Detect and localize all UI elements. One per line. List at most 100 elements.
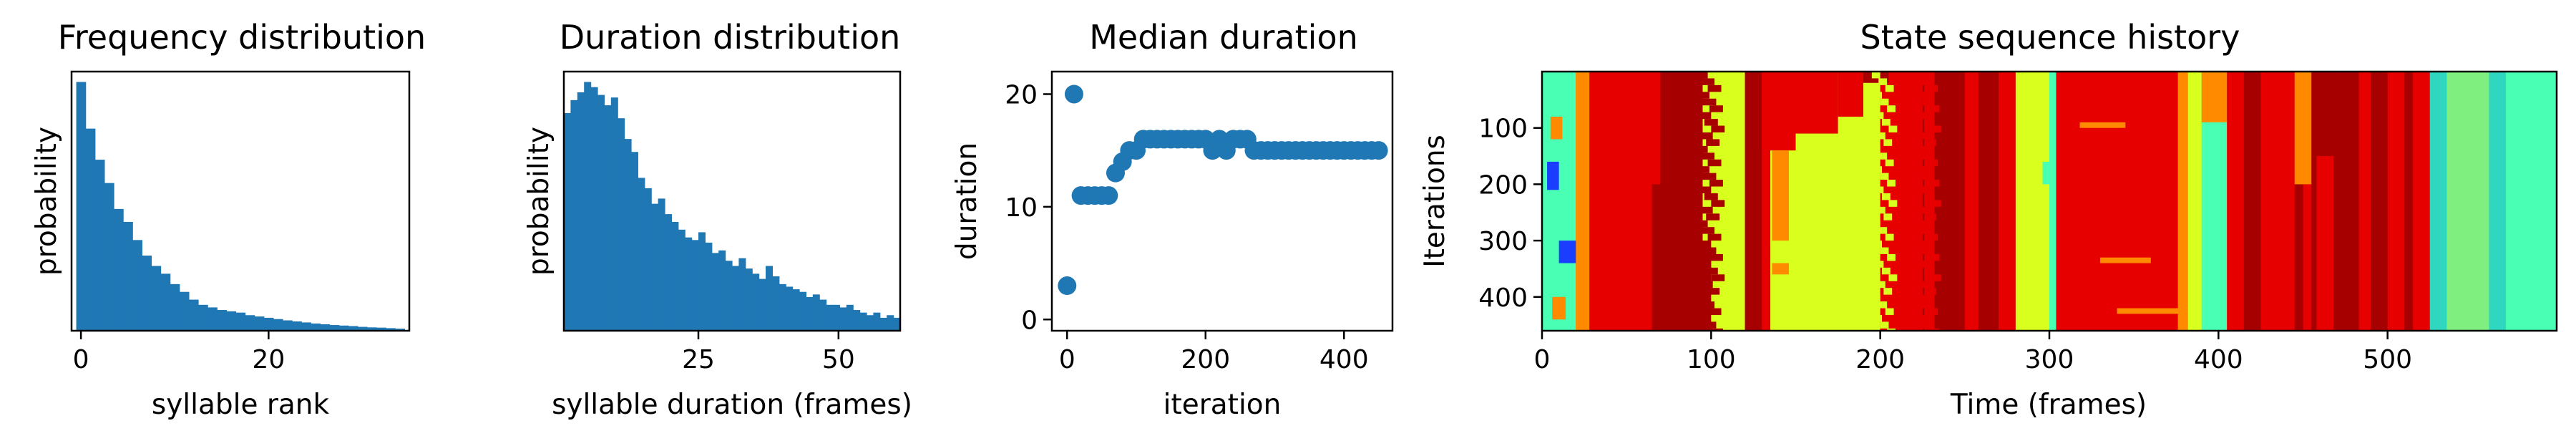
state-patch bbox=[1924, 193, 1935, 200]
frequency-bar bbox=[301, 322, 311, 331]
state-patch bbox=[2489, 72, 2507, 331]
state-patch bbox=[1694, 145, 1708, 153]
duration-xlabel: syllable duration (frames) bbox=[552, 389, 912, 421]
y-tick-label: 400 bbox=[1478, 283, 1528, 313]
state-patch bbox=[1697, 186, 1712, 193]
frequency-bar bbox=[76, 82, 87, 331]
frequency-bar bbox=[292, 321, 302, 331]
state-patch bbox=[1916, 92, 1926, 99]
duration-bar bbox=[658, 198, 665, 331]
state-patch bbox=[1885, 233, 1894, 241]
state-patch bbox=[1542, 72, 1576, 331]
duration-bars bbox=[564, 82, 901, 331]
state-patch bbox=[1887, 180, 1896, 187]
state-patch bbox=[1876, 206, 1885, 214]
state-patch bbox=[1707, 308, 1722, 315]
state-patch bbox=[1772, 263, 1790, 275]
duration-bar bbox=[644, 188, 652, 331]
frequency-bar bbox=[273, 319, 283, 331]
state-patch bbox=[2358, 72, 2371, 331]
state-patch bbox=[1701, 227, 1715, 234]
duration-bar bbox=[833, 304, 840, 331]
state-patch bbox=[1931, 274, 1941, 281]
state-patch bbox=[1927, 84, 1938, 92]
duration-bar bbox=[597, 94, 605, 331]
state-patch bbox=[1926, 139, 1936, 146]
frequency-bar bbox=[357, 326, 368, 331]
state-patch bbox=[1706, 213, 1720, 220]
state-patch bbox=[1922, 321, 1933, 329]
duration-bar bbox=[651, 203, 659, 331]
frequency-bar bbox=[235, 312, 246, 331]
state-patch bbox=[1873, 241, 1883, 248]
frequency-bar bbox=[395, 329, 406, 331]
state-patch bbox=[1917, 112, 1928, 120]
frequency-bar bbox=[123, 221, 133, 331]
duration-bar bbox=[738, 258, 746, 331]
state-patch bbox=[2099, 257, 2151, 263]
frequency-bar bbox=[85, 128, 96, 331]
duration-ticks: 25 50 bbox=[682, 331, 855, 374]
state-sequence-title: State sequence history bbox=[1860, 18, 2240, 57]
median-point bbox=[1058, 276, 1077, 296]
state-patch bbox=[1711, 200, 1725, 207]
state-patch bbox=[1871, 72, 1880, 79]
frequency-bar bbox=[94, 160, 105, 331]
state-patch bbox=[2177, 72, 2188, 331]
duration-bar bbox=[879, 317, 887, 331]
duration-bar bbox=[745, 268, 753, 331]
frequency-bar bbox=[160, 273, 171, 331]
frequency-bar bbox=[170, 283, 180, 331]
frequency-bar bbox=[188, 299, 199, 331]
state-patch bbox=[1873, 166, 1883, 173]
state-patch bbox=[1576, 72, 1590, 331]
state-patch bbox=[1694, 220, 1708, 228]
duration-bar bbox=[584, 82, 592, 331]
frequency-bar bbox=[217, 310, 227, 331]
state-patch bbox=[1702, 173, 1717, 180]
frequency-bar bbox=[198, 304, 208, 331]
duration-bar bbox=[618, 118, 625, 331]
state-patch bbox=[1916, 166, 1926, 173]
state-patch bbox=[1882, 119, 1890, 126]
state-patch bbox=[1706, 139, 1720, 146]
state-patch bbox=[1745, 72, 1762, 331]
state-patch bbox=[1875, 261, 1884, 268]
x-tick-label: 100 bbox=[1687, 345, 1736, 374]
state-patch bbox=[1697, 112, 1712, 120]
frequency-bar bbox=[104, 183, 114, 331]
duration-bar bbox=[698, 232, 706, 331]
duration-bar bbox=[867, 315, 874, 331]
state-patch bbox=[1552, 296, 1566, 320]
state-patch bbox=[1699, 132, 1713, 140]
state-patch bbox=[1885, 159, 1894, 167]
duration-bar bbox=[577, 92, 585, 331]
frequency-bar bbox=[348, 326, 358, 331]
state-patch bbox=[2079, 122, 2126, 128]
duration-bar bbox=[752, 273, 760, 331]
state-patch bbox=[1922, 98, 1933, 106]
state-patch bbox=[1921, 152, 1931, 160]
state-patch bbox=[1913, 294, 1925, 302]
duration-bar bbox=[792, 289, 800, 331]
duration-bar bbox=[678, 229, 686, 331]
state-patch bbox=[1876, 132, 1885, 140]
state-column bbox=[2066, 72, 2185, 331]
state-patch bbox=[1711, 274, 1725, 281]
state-patch bbox=[1929, 180, 1940, 187]
state-patch bbox=[1885, 84, 1894, 92]
frequency-bar bbox=[226, 311, 237, 331]
state-patch bbox=[2514, 72, 2557, 331]
state-sequence-ticks: 0 100 200 300 400 500 100 200 300 400 bbox=[1478, 115, 2412, 374]
x-tick-label: 50 bbox=[822, 345, 855, 374]
y-tick-label: 100 bbox=[1478, 115, 1528, 144]
frequency-distribution-panel: Frequency distribution 0 20 syllable rank… bbox=[31, 18, 426, 421]
state-patch bbox=[1706, 288, 1720, 295]
state-patch bbox=[1875, 112, 1884, 120]
duration-bar bbox=[819, 299, 827, 331]
x-tick-label: 200 bbox=[1855, 345, 1905, 374]
state-patch bbox=[1696, 92, 1709, 99]
state-patch bbox=[1704, 267, 1718, 275]
duration-bar bbox=[685, 237, 693, 331]
